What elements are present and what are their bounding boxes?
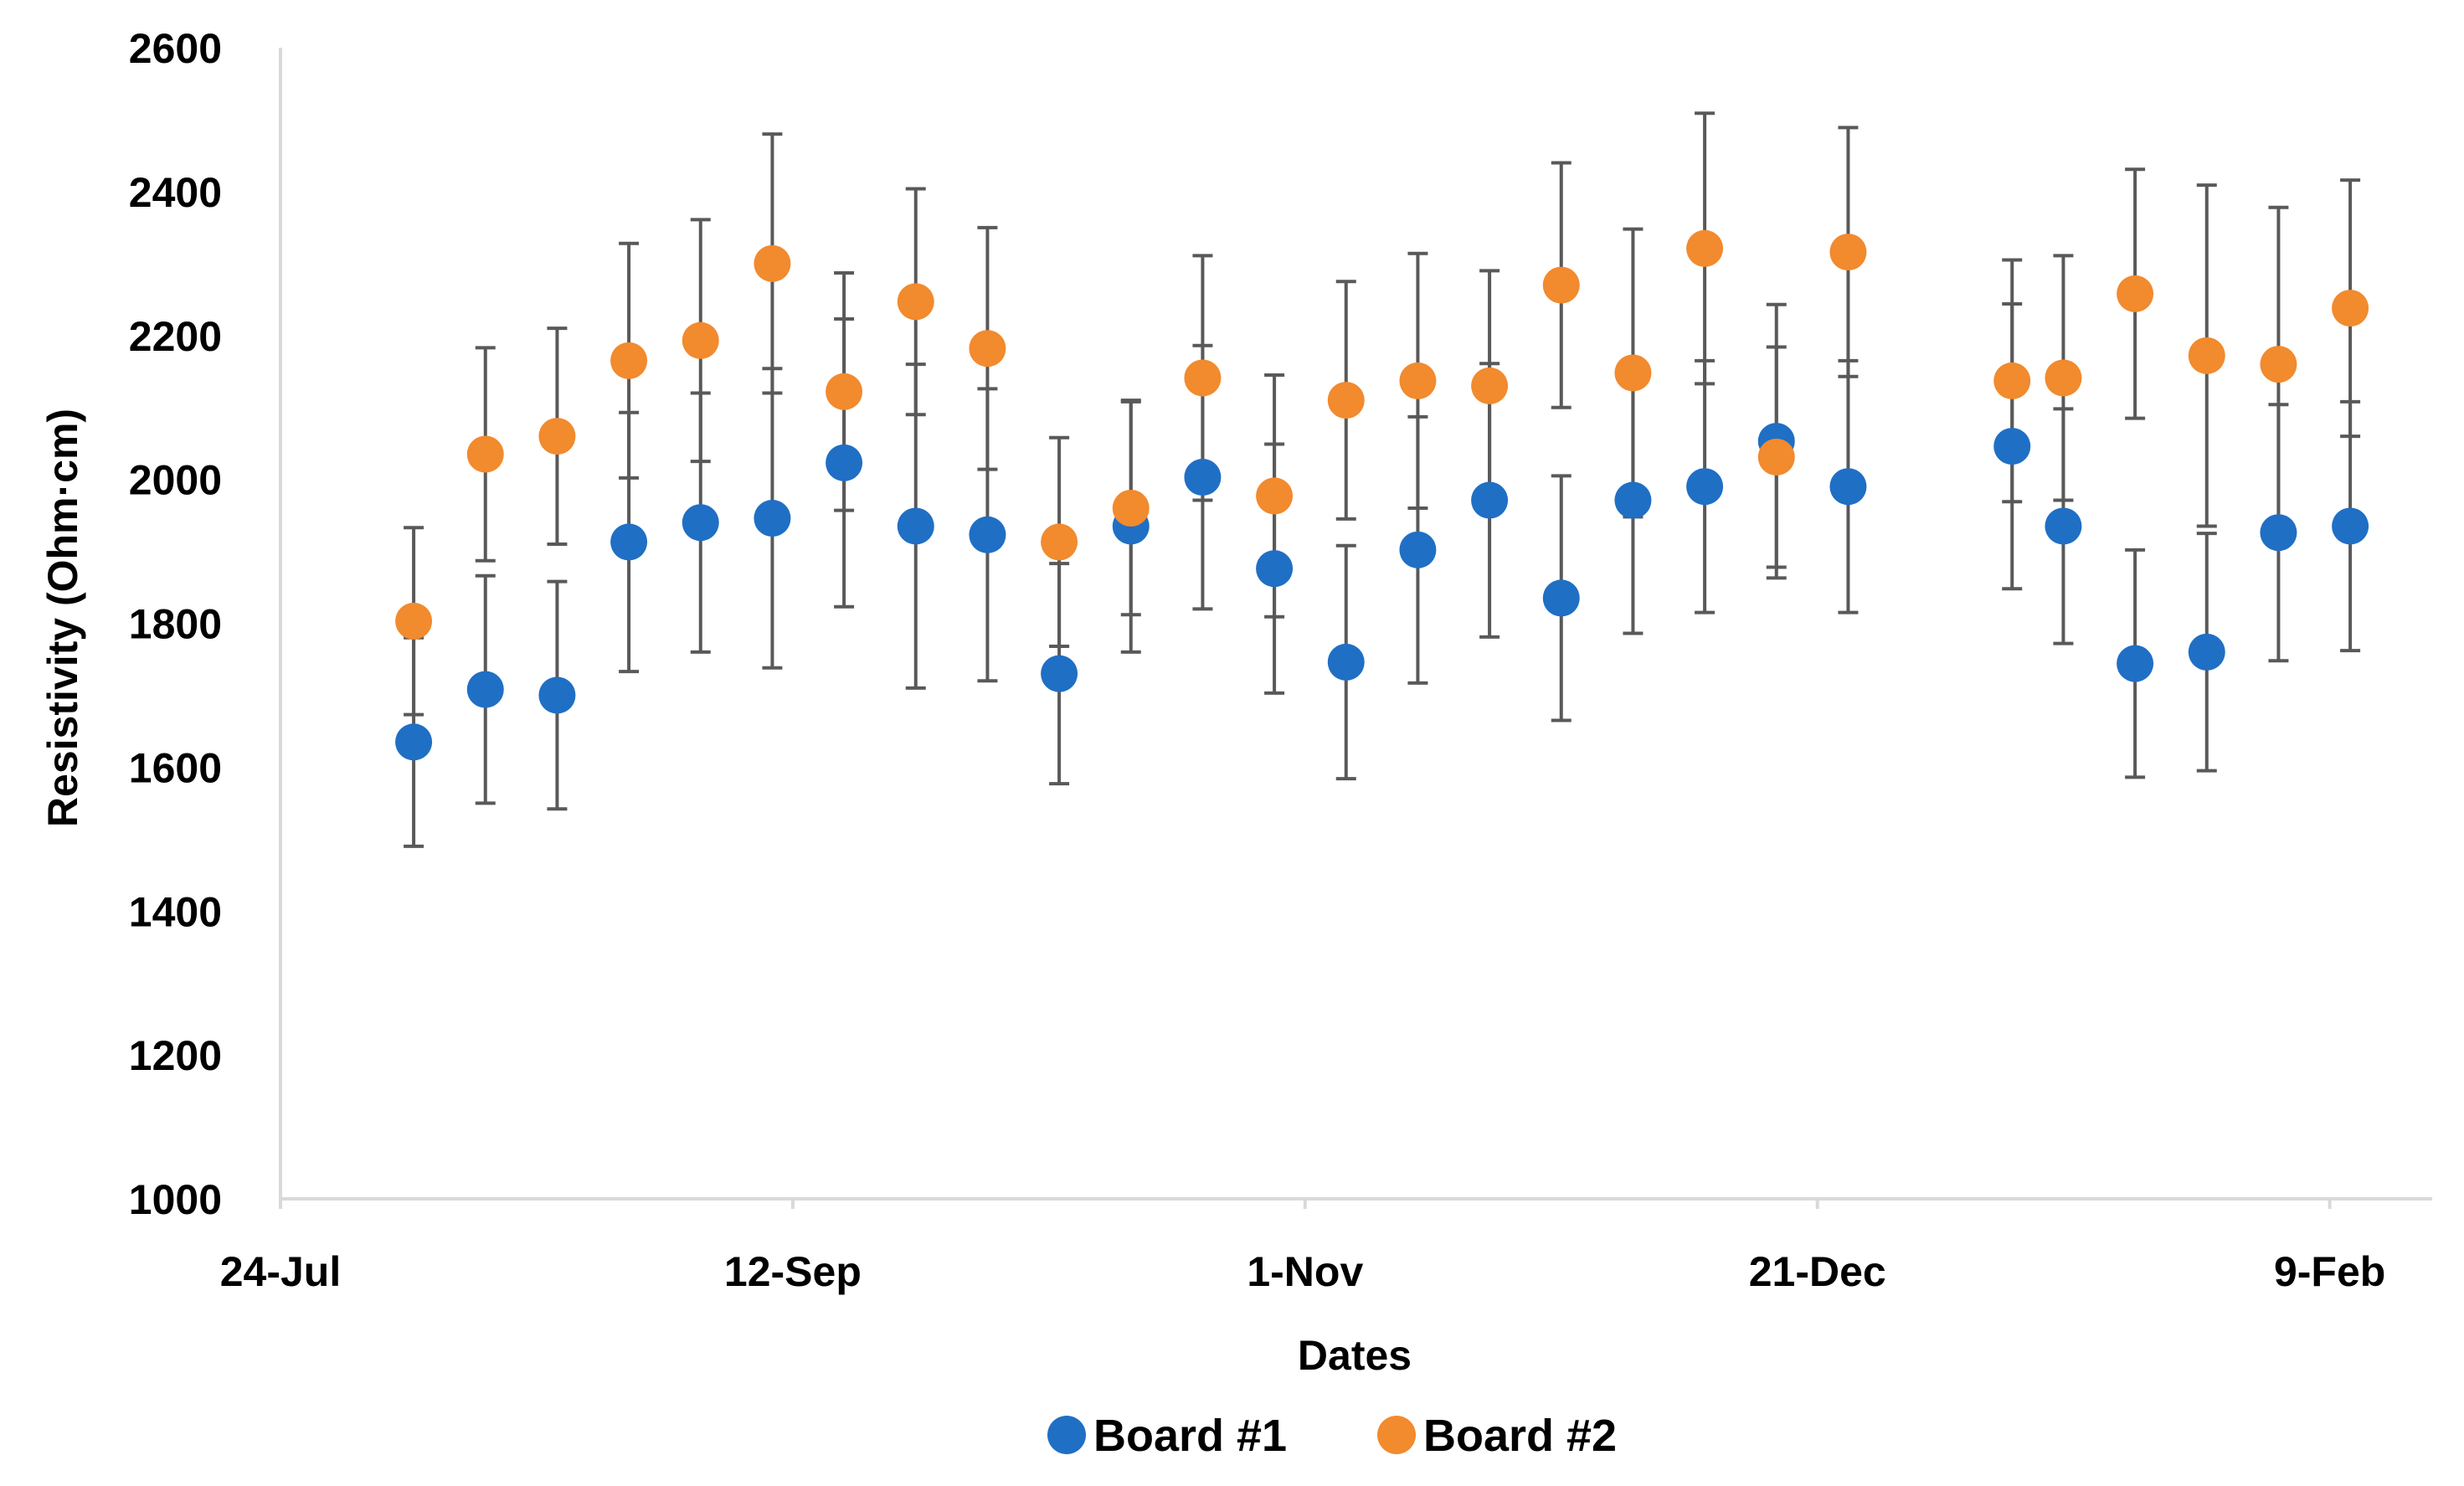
legend-label-board-2: Board #2 bbox=[1423, 1411, 1617, 1461]
data-point-board-2 bbox=[2188, 337, 2225, 374]
data-point-board-1 bbox=[395, 723, 433, 761]
data-point-board-1 bbox=[1686, 468, 1724, 506]
data-point-board-1 bbox=[1184, 459, 1222, 496]
data-point-board-2 bbox=[1993, 362, 2031, 399]
data-point-board-1 bbox=[2045, 507, 2082, 545]
data-point-board-2 bbox=[1399, 362, 1437, 399]
data-point-board-1 bbox=[682, 504, 719, 542]
data-point-board-2 bbox=[1184, 359, 1222, 397]
data-point-board-2 bbox=[1829, 234, 1867, 271]
data-point-board-1 bbox=[1993, 428, 2031, 465]
data-point-board-2 bbox=[466, 435, 504, 473]
y-tick-label: 2600 bbox=[129, 25, 222, 72]
data-point-board-2 bbox=[2045, 359, 2082, 397]
legend-label-board-1: Board #1 bbox=[1093, 1411, 1287, 1461]
data-point-board-2 bbox=[538, 418, 576, 455]
x-tick-label: 12-Sep bbox=[724, 1248, 862, 1295]
data-point-board-1 bbox=[610, 523, 648, 561]
data-point-board-1 bbox=[1471, 481, 1509, 519]
data-point-board-2 bbox=[1686, 229, 1724, 267]
y-axis: 1000 1200 1400 1600 1800 2000 2200 2400 2600 bbox=[129, 25, 282, 1223]
data-point-board-2 bbox=[1112, 490, 1150, 527]
data-point-board-2 bbox=[897, 283, 934, 321]
data-point-board-1 bbox=[897, 507, 934, 545]
data-point-board-1 bbox=[2117, 645, 2154, 682]
legend: Board #1 Board #2 bbox=[1047, 1411, 1617, 1461]
y-tick-label: 1400 bbox=[129, 888, 222, 935]
x-tick-label: 9-Feb bbox=[2274, 1248, 2385, 1295]
data-point-board-2 bbox=[2260, 346, 2297, 383]
data-point-board-1 bbox=[2260, 514, 2297, 552]
legend-marker-board-2 bbox=[1377, 1416, 1416, 1454]
y-tick-label: 1200 bbox=[129, 1032, 222, 1079]
y-tick-label: 2000 bbox=[129, 457, 222, 504]
data-point-board-2 bbox=[1256, 477, 1294, 515]
data-point-board-1 bbox=[1542, 579, 1580, 617]
data-point-board-1 bbox=[1327, 643, 1365, 681]
data-point-board-1 bbox=[969, 516, 1006, 553]
x-tick-label: 24-Jul bbox=[220, 1248, 342, 1295]
data-point-board-2 bbox=[1471, 367, 1509, 404]
data-point-board-1 bbox=[1256, 550, 1294, 588]
data-point-board-2 bbox=[754, 244, 791, 282]
data-point-board-1 bbox=[1399, 531, 1437, 568]
data-point-board-2 bbox=[2332, 290, 2369, 327]
data-point-board-1 bbox=[2188, 633, 2225, 671]
data-point-board-1 bbox=[466, 671, 504, 708]
data-point-board-2 bbox=[1041, 523, 1078, 561]
data-points bbox=[395, 229, 2369, 761]
x-axis-title: Dates bbox=[1298, 1332, 1412, 1379]
y-tick-label: 1600 bbox=[129, 744, 222, 791]
x-tick-label: 21-Dec bbox=[1749, 1248, 1886, 1295]
data-point-board-2 bbox=[1614, 354, 1652, 392]
x-axis: 24-Jul 12-Sep 1-Nov 21-Dec 9-Feb bbox=[220, 1197, 2432, 1295]
data-point-board-2 bbox=[2117, 275, 2154, 312]
data-point-board-1 bbox=[1614, 481, 1652, 519]
data-point-board-1 bbox=[2332, 507, 2369, 545]
y-tick-label: 1800 bbox=[129, 601, 222, 648]
legend-marker-board-1 bbox=[1047, 1416, 1086, 1454]
data-point-board-1 bbox=[754, 500, 791, 537]
data-point-board-2 bbox=[1542, 266, 1580, 304]
y-tick-label: 2400 bbox=[129, 169, 222, 216]
data-point-board-1 bbox=[538, 676, 576, 714]
y-tick-label: 1000 bbox=[129, 1176, 222, 1223]
x-tick-label: 1-Nov bbox=[1247, 1248, 1363, 1295]
data-point-board-2 bbox=[682, 321, 719, 359]
data-point-board-2 bbox=[395, 602, 433, 640]
data-point-board-1 bbox=[1041, 655, 1078, 692]
data-point-board-2 bbox=[826, 373, 863, 410]
data-point-board-2 bbox=[969, 330, 1006, 368]
data-point-board-2 bbox=[1327, 382, 1365, 419]
data-point-board-1 bbox=[826, 444, 863, 481]
data-point-board-2 bbox=[610, 342, 648, 379]
data-point-board-1 bbox=[1829, 468, 1867, 506]
y-tick-label: 2200 bbox=[129, 313, 222, 360]
error-bars bbox=[404, 111, 2361, 848]
data-point-board-2 bbox=[1757, 438, 1795, 476]
y-axis-title: Resistivity (Ohm·cm) bbox=[39, 409, 86, 827]
